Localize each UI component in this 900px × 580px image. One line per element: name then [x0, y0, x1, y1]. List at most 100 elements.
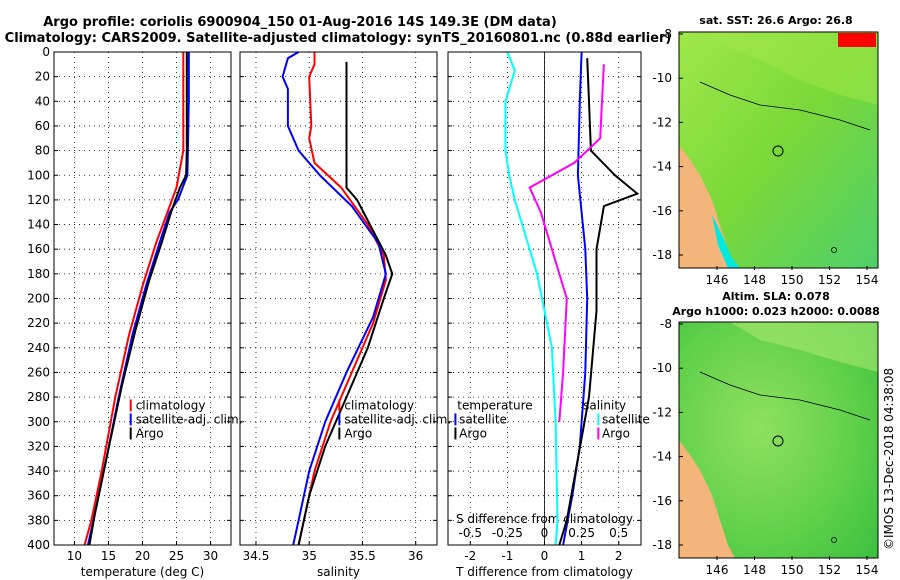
temp-legend-label: satellite-adj. clim.: [136, 412, 243, 426]
diff-xtick-label: -1: [501, 549, 513, 563]
temp-series-argo: [88, 52, 188, 546]
sal-legend-label: Argo: [344, 426, 372, 440]
temp-ytick-label: 220: [27, 316, 50, 330]
temp-ytick-label: 120: [27, 193, 50, 207]
sst-map-xtick-label: 152: [818, 273, 841, 287]
sal-xtick-label: 36: [408, 549, 423, 563]
diff-xtick-label: -2: [464, 549, 476, 563]
sla-map-ytick-label: -16: [652, 494, 672, 508]
diff-series-s-argo: [528, 64, 605, 422]
diff-x2tick-label: 0.5: [609, 526, 628, 540]
sal-xtick-label: 34.5: [243, 549, 270, 563]
temp-legend-label: climatology: [136, 398, 206, 412]
sst-map-xtick-label: 148: [743, 273, 766, 287]
temp-xlabel: temperature (deg C): [81, 565, 204, 579]
sal-xlabel: salinity: [317, 565, 360, 579]
salinity-panel: 34.5 35 35.5 36 salinity climatologysatellite…: [239, 51, 451, 579]
temp-ytick-label: 180: [27, 267, 50, 281]
sla-map-yticks: -8 -10 -12 -14 -16 -18 146 148 150 152 154: [652, 317, 878, 577]
sla-map-ytick-label: -10: [652, 361, 672, 375]
sla-map-title-1: Altim. SLA: 0.078: [722, 290, 829, 303]
figure-title-line1: Argo profile: coriolis 6900904_150 01-Au…: [43, 15, 557, 30]
temp-xtick-label: 25: [169, 549, 184, 563]
sla-map-land-australia: [679, 440, 735, 558]
temp-ytick-label: 80: [35, 144, 50, 158]
sst-map-ytick-label: -18: [652, 248, 672, 262]
sst-map-ytick-label: -12: [652, 115, 672, 129]
sla-map-ytick-label: -18: [652, 538, 672, 552]
temp-xtick-label: 15: [101, 549, 116, 563]
diff-legend-t-label: Argo: [459, 426, 487, 440]
diff-x2tick-label: -0.5: [459, 526, 482, 540]
diff-legend-temperature-title: temperature: [457, 398, 532, 412]
temp-ytick-label: 40: [35, 94, 50, 108]
sst-map-ytick-label: -16: [652, 204, 672, 218]
temp-ytick-label: 20: [35, 70, 50, 84]
temp-ytick-label: 280: [27, 390, 50, 404]
sal-series-climatology: [297, 52, 387, 546]
sla-map-marker: [831, 537, 837, 543]
temp-xtick-label: 30: [203, 549, 218, 563]
sal-xtick-label: 35: [302, 549, 317, 563]
temp-ytick-label: 400: [27, 538, 50, 552]
sla-map-reef-outline: [699, 371, 871, 421]
diff-series-t-argo: [558, 58, 640, 546]
sla-map-frame: [678, 321, 879, 559]
temp-ytick-label: 380: [27, 513, 50, 527]
diff-xlabel: T difference from climatology: [455, 565, 633, 579]
sla-map-xtick-label: 148: [743, 563, 766, 577]
diff-x2tick-label: -0.25: [492, 526, 523, 540]
sal-series-satellite-adj-clim-: [281, 51, 387, 546]
sal-legend-label: climatology: [344, 398, 414, 412]
temp-legend-label: Argo: [136, 426, 164, 440]
sst-map-argo-location: [772, 145, 784, 157]
diff-frame: [447, 51, 642, 546]
sla-map-ytick-label: -8: [660, 317, 672, 331]
sal-legend-label: satellite-adj. clim.: [344, 412, 451, 426]
temp-series-climatology: [83, 52, 185, 546]
temp-ytick-label: 240: [27, 341, 50, 355]
temperature-panel: 0 20 40 60 80 100 120 140 160 180 200 220 240 260 280 3…: [27, 45, 242, 579]
temp-ytick-label: 260: [27, 365, 50, 379]
diff-xtick-label: 2: [615, 549, 623, 563]
diff-x2tick-label: 0.25: [568, 526, 595, 540]
sla-map-argo-location: [772, 435, 784, 447]
sst-map-xtick-label: 154: [856, 273, 879, 287]
sst-map-reef-outline: [699, 81, 871, 131]
temp-ytick-label: 160: [27, 242, 50, 256]
temp-ytick-label: 340: [27, 464, 50, 478]
sla-map-title-2: Argo h1000: 0.023 h2000: 0.0088: [672, 305, 880, 318]
sst-map-ytick-label: -8: [660, 27, 672, 41]
sst-map-title: sat. SST: 26.6 Argo: 26.8: [699, 14, 852, 27]
diff-legend-s-label: satellite: [602, 412, 650, 426]
difference-panel: -2 -1 0 1 2-0.5 -0.25 0 0.25 0.5S difference fro…: [447, 51, 650, 579]
sla-map-xtick-label: 146: [706, 563, 729, 577]
sst-map-yticks: -8 -10 -12 -14 -16 -18 146 148 150 152 154: [652, 27, 878, 287]
temp-ytick-label: 300: [27, 415, 50, 429]
sla-map-ytick-label: -14: [652, 450, 672, 464]
temp-ytick-label: 320: [27, 439, 50, 453]
temp-ytick-label: 0: [42, 45, 50, 59]
temp-xtick-label: 10: [67, 549, 82, 563]
sst-map-ytick-label: -10: [652, 71, 672, 85]
sla-map-xtick-label: 150: [781, 563, 804, 577]
sst-map-xtick-label: 150: [781, 273, 804, 287]
sst-map-red-patch: [838, 33, 876, 47]
sst-map-xtick-label: 146: [706, 273, 729, 287]
sst-map: sat. SST: 26.6 Argo: 26.8 -8 -10 -12 -14 -16…: [652, 14, 879, 287]
sst-map-land-png: [700, 32, 878, 105]
sst-map-ytick-label: -14: [652, 160, 672, 174]
diff-xtick-label: 0: [541, 549, 549, 563]
sst-map-frame: [678, 31, 879, 269]
diff-legend-salinity-title: salinity: [583, 398, 626, 412]
temp-ytick-label: 360: [27, 489, 50, 503]
credit-text: ©IMOS 13-Dec-2018 04:38:08: [882, 368, 896, 550]
sal-frame: [239, 51, 438, 546]
diff-legend-s-label: Argo: [602, 426, 630, 440]
temp-ytick-label: 200: [27, 292, 50, 306]
sla-map: Altim. SLA: 0.078 Argo h1000: 0.023 h200…: [652, 290, 879, 577]
temp-ytick-label: 60: [35, 119, 50, 133]
sal-xtick-label: 35.5: [349, 549, 376, 563]
sal-series-argo: [297, 61, 394, 546]
